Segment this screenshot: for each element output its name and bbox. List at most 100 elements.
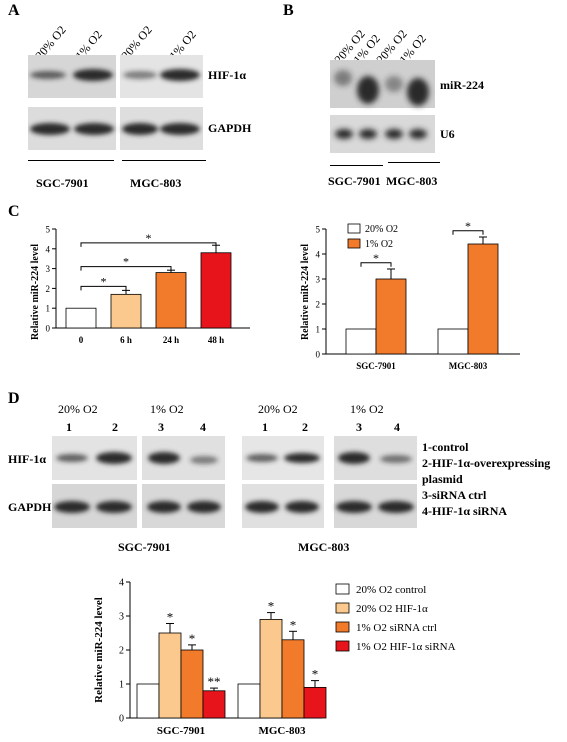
significance-star: *: [123, 255, 129, 269]
x-tick-label: 6 h: [120, 335, 132, 345]
significance-bracket: [80, 266, 172, 271]
group-label: 20% O2: [58, 402, 98, 416]
lane-number: 1: [66, 420, 72, 434]
significance-star: *: [146, 231, 152, 245]
legend-label: 1% O2 HIF-1α siRNA: [356, 641, 456, 653]
x-tick-label: MGC-803: [258, 725, 306, 737]
y-tick-label: 2: [119, 646, 124, 657]
lane-number: 4: [394, 420, 400, 434]
northern-blot-b: [330, 60, 435, 153]
x-tick-label: 48 h: [208, 335, 224, 345]
y-tick-label: 5: [316, 225, 321, 235]
cell-line-label: MGC-803: [298, 540, 350, 554]
lane-number: 2: [302, 420, 308, 434]
legend-swatch: [335, 640, 350, 652]
lane-number: 2: [112, 420, 118, 434]
y-tick-label: 2: [46, 284, 51, 294]
blot-row-label: GAPDH: [208, 121, 252, 135]
bar: [467, 243, 499, 355]
y-tick-label: 1: [316, 325, 321, 335]
chart-d: Relative miR-224 level 01234****SGC-7901…: [93, 578, 456, 738]
y-tick-label: 2: [316, 300, 321, 310]
chart-c-left: Relative miR-224 level 0 1 2 3 4 5 0 6 h 24 h 48 …: [30, 225, 250, 345]
blot-row-label: U6: [440, 127, 455, 141]
significance-star: *: [465, 219, 471, 233]
y-tick-label: 3: [46, 264, 51, 274]
legend-swatch: [335, 621, 350, 633]
divider: [122, 160, 206, 161]
panel-label-c: C: [8, 203, 20, 220]
bar: [237, 683, 261, 719]
cell-line-label: SGC-7901: [36, 176, 89, 190]
y-tick-label: 4: [316, 250, 321, 260]
legend-line: 4-HIF-1α siRNA: [422, 504, 508, 518]
bar: [136, 683, 160, 719]
y-tick-label: 3: [119, 612, 124, 623]
bar: [437, 328, 469, 355]
cell-line-label: SGC-7901: [328, 174, 381, 188]
divider: [330, 165, 383, 166]
bar: [158, 632, 182, 719]
lane-number: 3: [158, 420, 164, 434]
divider: [388, 162, 440, 163]
bar: [202, 690, 226, 719]
panel-label-d: D: [8, 390, 20, 407]
blot-row-label: GAPDH: [8, 500, 52, 514]
significance-star: *: [290, 617, 297, 632]
bar: [375, 278, 407, 355]
western-blot-d: [52, 436, 417, 528]
significance-star: *: [373, 251, 379, 265]
y-tick-label: 0: [316, 350, 321, 360]
y-tick-label: 1: [46, 304, 51, 314]
significance-bracket: [360, 262, 392, 267]
x-tick-label: SGC-7901: [157, 725, 205, 737]
significance-star: *: [167, 609, 174, 624]
cell-line-label: SGC-7901: [118, 540, 171, 554]
y-axis-label: Relative miR-224 level: [300, 244, 311, 340]
y-tick-label: 4: [119, 578, 124, 589]
bar: [281, 639, 305, 719]
cell-line-label: MGC-803: [130, 176, 182, 190]
bar: [65, 307, 97, 329]
y-tick-label: 5: [46, 225, 51, 235]
cell-line-label: MGC-803: [386, 174, 438, 188]
legend-label: 1% O2: [365, 239, 393, 250]
bar: [200, 252, 232, 329]
significance-star: **: [208, 674, 221, 689]
group-label: 1% O2: [150, 402, 184, 416]
lane-number: 3: [356, 420, 362, 434]
y-tick-label: 3: [316, 275, 321, 285]
blot-row-label: HIF-1α: [208, 68, 247, 82]
bar: [155, 272, 187, 329]
legend-line: 3-siRNA ctrl: [422, 488, 487, 502]
significance-bracket: [452, 230, 484, 235]
y-axis-label: Relative miR-224 level: [30, 244, 41, 340]
blot-row-label: miR-224: [440, 78, 484, 92]
legend-line: 2-HIF-1α-overexpressing: [422, 456, 551, 470]
group-label: 1% O2: [350, 402, 384, 416]
western-blot-a: [28, 55, 203, 150]
chart-c-right: Relative miR-224 level 0 1 2 3 4 5 SGC-7901 * MG…: [300, 219, 520, 371]
bar: [345, 328, 377, 355]
y-axis-label: Relative miR-224 level: [93, 597, 105, 703]
legend-label: 20% O2 HIF-1α: [356, 603, 428, 615]
legend-swatch: [335, 602, 350, 614]
x-tick-label: SGC-7901: [356, 361, 396, 371]
legend-label: 20% O2: [365, 224, 398, 235]
significance-star: *: [268, 599, 275, 614]
panel-label-b: B: [283, 2, 294, 19]
x-tick-label: MGC-803: [449, 361, 488, 371]
x-tick-label: 24 h: [163, 335, 179, 345]
bar: [259, 619, 283, 719]
y-tick-label: 0: [119, 714, 124, 725]
y-tick-label: 4: [46, 244, 51, 254]
legend-line: plasmid: [422, 472, 463, 486]
y-tick-label: 0: [46, 324, 51, 334]
bar: [180, 649, 204, 719]
legend-label: 1% O2 siRNA ctrl: [356, 622, 437, 634]
legend-line: 1-control: [422, 440, 469, 454]
group-label: 20% O2: [258, 402, 298, 416]
blot-row-label: HIF-1α: [8, 452, 47, 466]
divider: [28, 160, 114, 161]
significance-star: *: [189, 631, 196, 646]
